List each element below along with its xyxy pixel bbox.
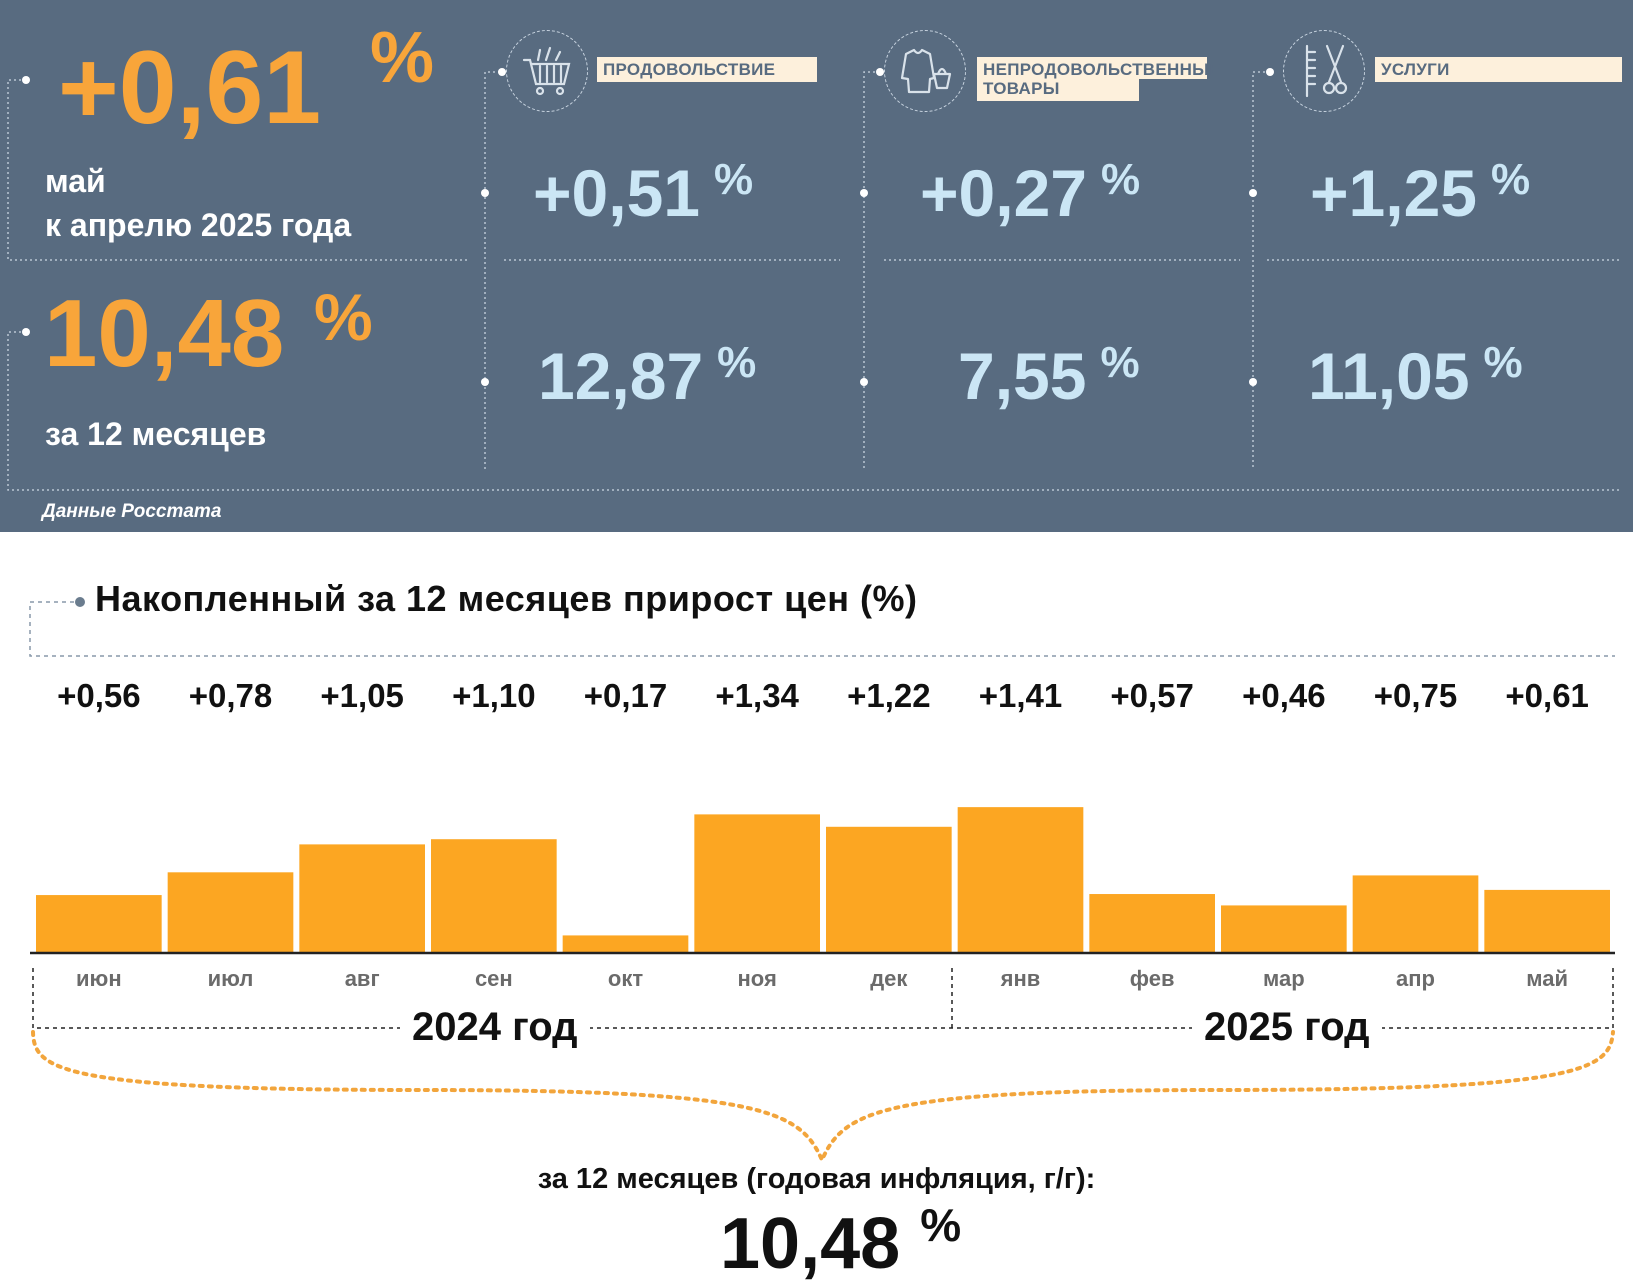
value-label-авг: +1,05 — [320, 677, 404, 714]
bar-сен — [431, 839, 557, 953]
food-monthly-value: +0,51% — [533, 155, 754, 230]
clothes-bag-icon — [884, 30, 966, 112]
month-label-май: май — [1526, 966, 1569, 991]
monthly-cpi-value: +0,61 — [58, 30, 322, 146]
annual-cpi-value: 10,48 — [44, 280, 285, 387]
nonfood-monthly-value: +0,27% — [920, 155, 1141, 230]
category-label-nonfood-line1: НЕПРОДОВОЛЬСТВЕННЫЕ — [977, 57, 1220, 79]
month-label-апр: апр — [1396, 966, 1435, 991]
annual-cpi-unit: % — [314, 280, 373, 354]
shopping-cart-icon — [506, 30, 588, 112]
bar-авг — [299, 844, 425, 953]
monthly-caption-month: май — [45, 163, 106, 199]
bar-фев — [1089, 894, 1215, 953]
month-label-янв: янв — [1000, 966, 1041, 991]
month-label-ноя: ноя — [737, 966, 777, 991]
category-label-nonfood: НЕПРОДОВОЛЬСТВЕННЫЕ ТОВАРЫ — [977, 57, 1220, 101]
month-label-июн: июн — [76, 966, 122, 991]
total-brace — [31, 1030, 1615, 1165]
annual-caption: за 12 месяцев — [45, 416, 267, 452]
value-label-апр: +0,75 — [1373, 677, 1458, 714]
services-annual-value: 11,05% — [1308, 338, 1523, 413]
value-label-ноя: +1,34 — [715, 677, 799, 714]
chart-title: Накопленный за 12 месяцев прирост цен (%… — [95, 578, 918, 619]
bar-янв — [957, 807, 1084, 953]
value-label-мар: +0,46 — [1242, 677, 1326, 714]
monthly-caption-period: к апрелю 2025 года — [45, 207, 352, 243]
year-label-2025: 2025 год — [1192, 1005, 1382, 1050]
bar-ноя — [694, 814, 820, 953]
bar-chart — [30, 807, 1615, 1165]
category-label-food: ПРОДОВОЛЬСТВИЕ — [597, 57, 817, 82]
value-label-окт: +0,17 — [583, 677, 668, 714]
value-label-дек: +1,22 — [847, 677, 931, 714]
value-label-июн: +0,56 — [57, 677, 141, 714]
bar-июл — [167, 872, 294, 953]
bar-май — [1484, 889, 1610, 953]
month-label-фев: фев — [1129, 966, 1175, 991]
services-monthly-value: +1,25% — [1310, 155, 1531, 230]
bar-июн — [36, 895, 162, 953]
category-label-nonfood-line2: ТОВАРЫ — [983, 79, 1060, 98]
month-label-авг: авг — [344, 966, 380, 991]
bar-дек — [826, 826, 952, 953]
value-label-июл: +0,78 — [188, 677, 273, 714]
value-label-янв: +1,41 — [978, 677, 1063, 714]
food-annual-value: 12,87% — [538, 338, 757, 413]
value-label-май: +0,61 — [1505, 677, 1589, 714]
value-label-фев: +0,57 — [1110, 677, 1194, 714]
title-frame — [29, 597, 1615, 657]
category-label-services: УСЛУГИ — [1375, 57, 1622, 82]
bar-окт — [562, 935, 689, 953]
total-caption: за 12 месяцев (годовая инфляция, г/г): — [537, 1163, 1096, 1195]
month-label-окт: окт — [607, 966, 644, 991]
month-label-дек: дек — [870, 966, 908, 991]
data-source: Данные Росстата — [42, 501, 222, 522]
bar-мар — [1221, 905, 1347, 953]
month-label-июл: июл — [207, 966, 254, 991]
year-label-2024: 2024 год — [400, 1005, 590, 1050]
panel-frame — [7, 68, 1620, 491]
summary-panel: +0,61 % май к апрелю 2025 года 10,48 % з… — [0, 0, 1633, 532]
month-label-мар: мар — [1262, 966, 1305, 991]
month-label-сен: сен — [474, 966, 513, 991]
year-brackets — [32, 968, 1614, 1029]
monthly-cpi-unit: % — [370, 18, 435, 98]
total-annual-inflation: 10,48% — [720, 1199, 962, 1284]
scissors-comb-icon — [1283, 30, 1365, 112]
value-label-сен: +1,10 — [452, 677, 536, 714]
bar-апр — [1352, 875, 1479, 953]
nonfood-annual-value: 7,55% — [958, 338, 1140, 413]
